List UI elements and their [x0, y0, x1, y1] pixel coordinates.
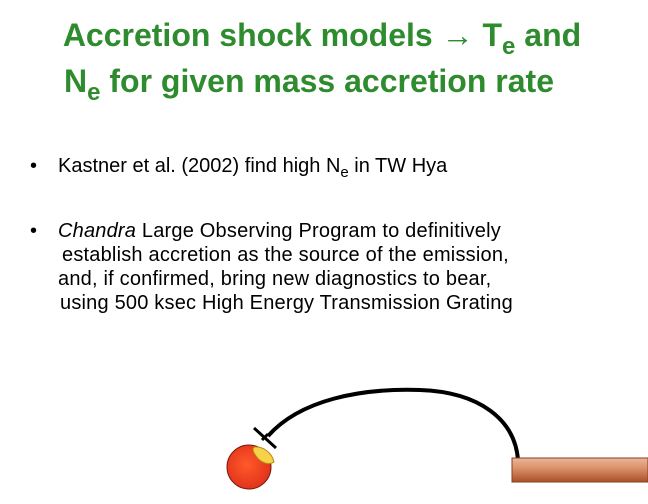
bullet-1-subscript: e: [340, 164, 349, 181]
bullet-1: • Kastner et al. (2002) find high Ne in T…: [30, 154, 448, 181]
bullet-1-text: Kastner et al. (2002) find high N: [58, 155, 341, 177]
bullet-2-line-3: and, if confirmed, bring new diagnostics…: [58, 268, 492, 290]
bullet-2-line-1: • Chandra Large Observing Program to defi…: [30, 219, 513, 243]
title-line-2-subscript: e: [87, 79, 101, 106]
bullet-2-italic-chandra: Chandra: [58, 220, 137, 242]
title-line-2: Ne for given mass accretion rate: [0, 60, 648, 106]
star-icon: [226, 444, 275, 490]
title-line-1-text: Accretion shock models → T: [62, 17, 503, 53]
hotspot-icon: [252, 446, 275, 465]
bullet-1-symbol: •: [30, 155, 38, 177]
shock-marker-icon: [252, 426, 278, 450]
slide-title: Accretion shock models → Te and Ne for g…: [0, 14, 648, 106]
bullet-2-symbol: •: [30, 220, 38, 242]
title-line-1: Accretion shock models → Te and: [0, 14, 648, 60]
disk-icon: [511, 457, 648, 483]
title-line-1-end: and: [515, 17, 582, 53]
bullet-2-line-2: establish accretion as the source of the…: [62, 244, 509, 266]
title-line-1-subscript: e: [502, 33, 516, 60]
title-line-2-start: N: [64, 63, 88, 99]
title-line-2-text: for given mass accretion rate: [100, 63, 554, 99]
accretion-arc-icon: [266, 387, 520, 461]
bullet-2-line-4: using 500 ksec High Energy Transmission …: [60, 292, 513, 314]
bullet-2: • Chandra Large Observing Program to defi…: [30, 219, 513, 315]
bullet-2-line-1-text: Large Observing Program to definitively: [136, 220, 501, 242]
bullet-1-end: in TW Hya: [348, 155, 448, 177]
